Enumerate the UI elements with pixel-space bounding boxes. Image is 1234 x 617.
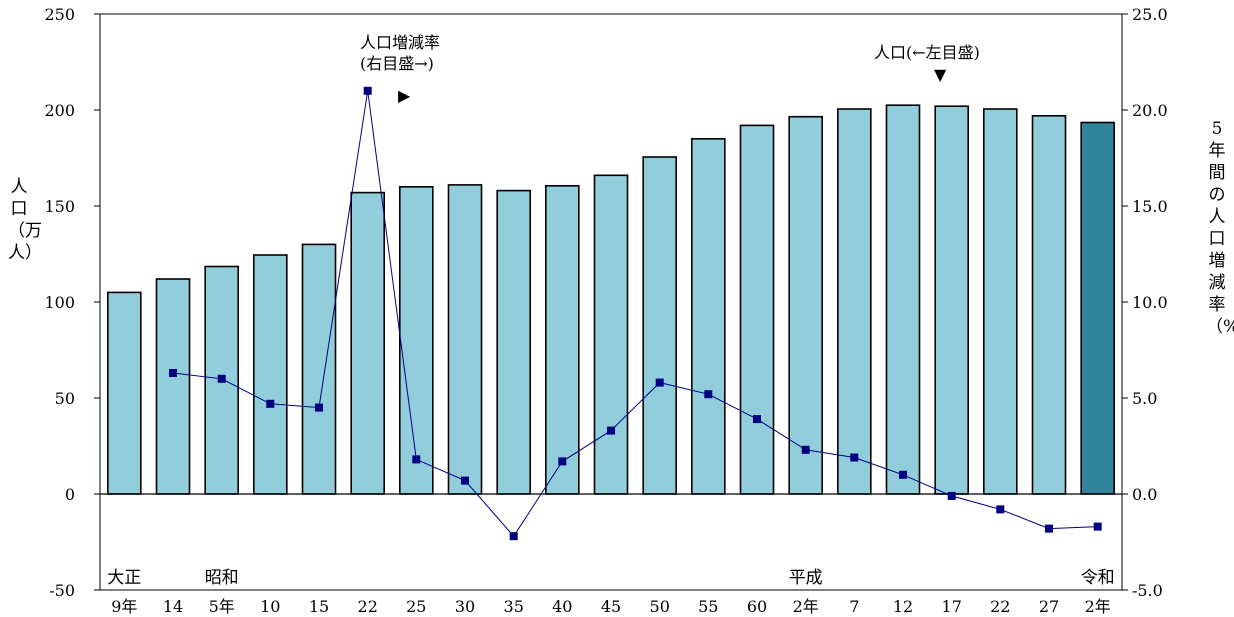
rate-annotation-note: (右目盛→) [360, 54, 434, 73]
right-tick-label: 25.0 [1132, 5, 1168, 24]
era-label: 平成 [789, 568, 823, 588]
rate-point [1045, 524, 1053, 533]
right-tick-label: 0.0 [1132, 485, 1157, 504]
population-bar [155, 278, 191, 495]
left-axis-ticks: 250 200 150 100 50 0 -50 [44, 5, 100, 600]
population-bar [544, 185, 580, 495]
right-tick-label: 5.0 [1132, 389, 1157, 408]
x-axis-ticks: 9年 14 5年 10 15 22 25 30 35 40 45 50 55 60 2年 7 12 17 22 27 2… [111, 597, 1111, 616]
population-bar [496, 189, 532, 495]
rate-point [509, 532, 518, 541]
rate-point [607, 426, 615, 435]
rate-point [704, 390, 713, 399]
rate-line [169, 86, 1102, 541]
rate-arrow-icon: ▶ [398, 86, 411, 105]
x-tick-label: 7 [849, 597, 859, 616]
rate-point [655, 378, 664, 387]
rate-point [850, 453, 859, 462]
x-tick-label: 60 [747, 597, 767, 616]
population-bar [593, 174, 629, 495]
right-tick-label: 10.0 [1132, 293, 1168, 312]
x-tick-label: 10 [260, 597, 280, 616]
x-tick-label: 40 [552, 597, 572, 616]
left-tick-label: 250 [44, 5, 75, 24]
rate-point [899, 470, 907, 479]
rate-point [217, 374, 226, 383]
population-bar [350, 191, 386, 495]
population-bar [447, 184, 483, 495]
x-tick-label: 55 [698, 597, 718, 616]
rate-point [315, 403, 323, 412]
x-tick-label: 45 [601, 597, 621, 616]
rate-point [1093, 522, 1102, 531]
left-tick-label: 50 [55, 389, 75, 408]
era-label: 令和 [1081, 568, 1115, 588]
population-bar [836, 108, 872, 495]
population-bar [253, 254, 288, 495]
x-tick-label: 22 [358, 597, 378, 616]
era-labels: 大正 昭和 平成 令和 [107, 568, 1114, 588]
x-tick-label: 27 [1039, 597, 1059, 616]
bars [107, 104, 1115, 495]
rate-series-line [172, 90, 1098, 538]
left-tick-label: 0 [65, 485, 75, 504]
population-arrow-icon: ▼ [934, 65, 947, 84]
population-bar [1080, 121, 1115, 495]
x-tick-label: 14 [163, 597, 183, 616]
population-bar [934, 105, 970, 495]
population-bar [1031, 115, 1067, 495]
population-bar [107, 291, 142, 495]
rate-annotation-title: 人口増減率 [360, 33, 441, 52]
x-tick-label: 5年 [209, 597, 235, 616]
population-bar [398, 186, 434, 495]
rate-point [996, 505, 1005, 514]
x-tick-label: 15 [309, 597, 329, 616]
left-tick-label: 200 [44, 101, 75, 120]
x-tick-label: 2年 [793, 597, 819, 616]
population-bar [301, 243, 337, 495]
x-tick-label: 50 [650, 597, 670, 616]
x-tick-label: 25 [406, 597, 426, 616]
population-bar [788, 115, 824, 495]
x-tick-label: 9年 [111, 597, 137, 616]
right-axis-label: 5年間の人口増減率（%） [1206, 119, 1234, 337]
x-tick-label: 2年 [1085, 597, 1111, 616]
rate-point [412, 455, 421, 464]
rate-point [169, 369, 177, 377]
x-tick-label: 12 [893, 597, 913, 616]
rate-point [801, 445, 810, 454]
left-tick-label: 100 [44, 293, 75, 312]
population-bar [982, 108, 1018, 495]
x-tick-label: 35 [504, 597, 524, 616]
right-axis-ticks: 25.0 20.0 15.0 10.0 5.0 0.0 -5.0 [1122, 5, 1168, 600]
x-tick-label: 17 [942, 597, 962, 616]
left-tick-label: 150 [44, 197, 75, 216]
population-bar [642, 156, 678, 495]
right-tick-label: 20.0 [1132, 101, 1168, 120]
era-label: 昭和 [205, 568, 239, 588]
rate-point [363, 86, 372, 95]
right-tick-label: 15.0 [1132, 197, 1168, 216]
era-label: 大正 [107, 568, 141, 588]
population-bar [885, 104, 921, 495]
rate-point [947, 491, 956, 500]
rate-point [558, 457, 567, 466]
x-tick-label: 30 [455, 597, 475, 616]
left-axis-label: 人口（万人） [8, 177, 42, 263]
right-tick-label: -5.0 [1132, 581, 1163, 600]
rate-point [461, 476, 469, 485]
population-annotation: 人口(←左目盛) [874, 43, 980, 62]
population-bar [690, 138, 726, 495]
population-bar [739, 124, 775, 495]
rate-point [753, 415, 761, 424]
left-tick-label: -50 [49, 581, 75, 600]
rate-point [266, 399, 275, 408]
x-tick-label: 22 [990, 597, 1010, 616]
